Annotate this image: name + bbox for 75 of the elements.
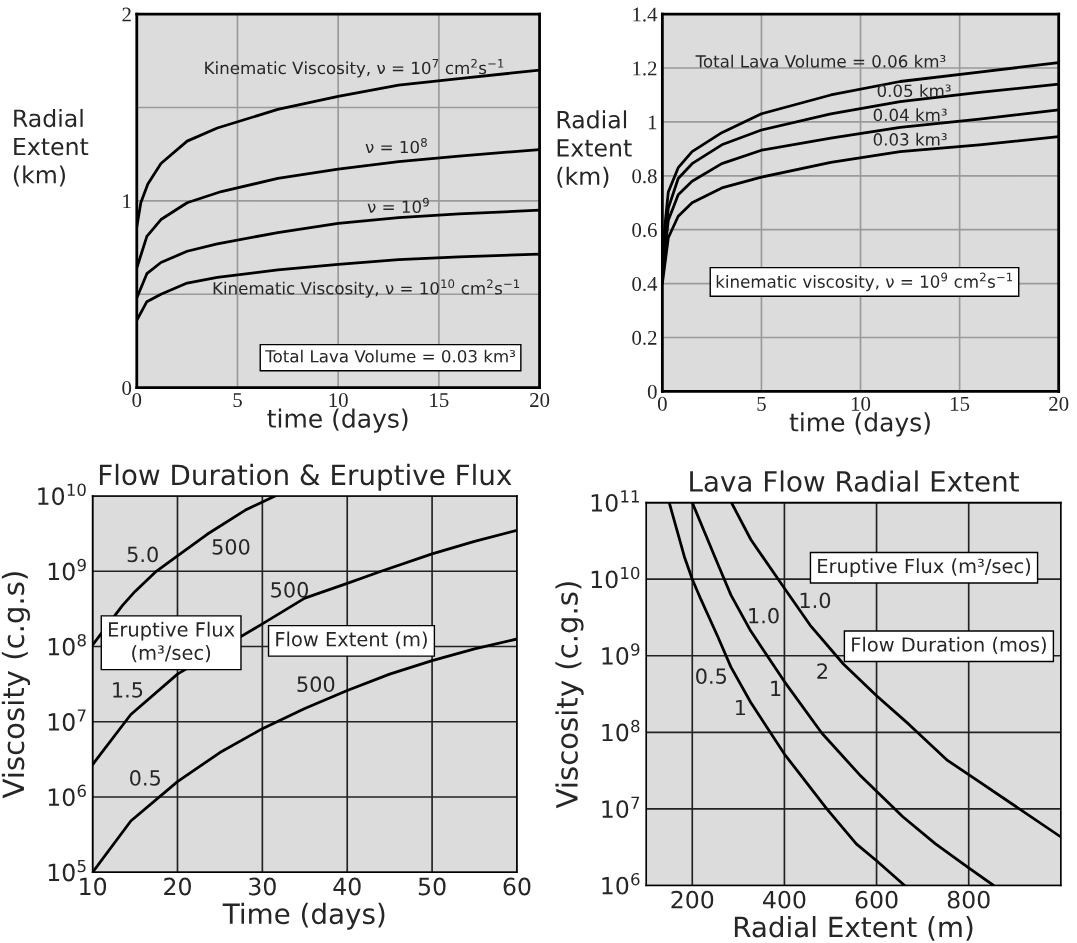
annotation: 5.0	[127, 546, 158, 563]
y-tick-label: 10$^{6}$	[602, 872, 640, 895]
x-tick-label: 20	[164, 877, 191, 896]
x-tick-label: 0	[132, 393, 142, 408]
y-tick-label: 10$^{8}$	[602, 719, 640, 742]
x-axis-title: Time (days)	[222, 902, 385, 930]
y-tick-label: 0.4	[632, 276, 658, 292]
y-tick-label: 0.6	[632, 223, 657, 238]
y-tick-label: 10$^{10}$	[38, 483, 86, 506]
y-tick-label: 1	[648, 115, 657, 130]
annotation: 500	[212, 538, 250, 555]
chart-title: Flow Duration & Eruptive Flux	[99, 463, 512, 491]
x-axis-title: time (days)	[789, 412, 930, 437]
x-tick-label: 10	[329, 393, 348, 408]
x-tick-label: 10	[851, 396, 871, 411]
annotation: Flow Extent (m)	[276, 631, 427, 649]
annotation: 0.04 km³	[873, 108, 947, 122]
annotation: 0.5	[696, 668, 727, 685]
y-axis-title: Radial Extent (km)	[13, 108, 89, 187]
annotation: 500	[271, 581, 309, 598]
annotation: kinematic viscosity, ν = 10$^{9}$ cm$^{2}$s$^{−1}$	[716, 272, 1013, 292]
annotation: 1	[735, 699, 746, 716]
y-tick-label: 10$^{7}$	[602, 796, 640, 819]
x-tick-label: 5	[233, 393, 242, 408]
y-tick-label: 1.2	[633, 61, 657, 76]
annotation: Flow Duration (mos)	[852, 636, 1046, 655]
x-tick-label: 800	[947, 890, 990, 909]
x-tick-label: 15	[430, 393, 449, 408]
annotation: ν = 10$^{9}$	[367, 197, 429, 214]
x-axis-title: Radial Extent (m)	[734, 915, 973, 941]
annotation: 0.5	[130, 770, 160, 786]
y-axis-title: Viscosity (c.g.s)	[555, 582, 584, 809]
y-tick-label: 10$^{11}$	[591, 490, 639, 512]
y-tick-label: 10$^{6}$	[48, 784, 86, 807]
annotation: 1.5	[113, 682, 143, 698]
x-tick-label: 400	[763, 890, 806, 909]
annotation: Total Lava Volume = 0.03 km³	[265, 349, 516, 363]
y-tick-label: 0	[122, 380, 132, 396]
chart-title: Lava Flow Radial Extent	[690, 470, 1019, 492]
annotation: Eruptive Flux (m³/sec)	[818, 558, 1031, 578]
x-tick-label: 50	[418, 877, 446, 896]
y-tick-label: 2	[122, 7, 131, 22]
annotation: Eruptive Flux (m³/sec)	[109, 621, 235, 663]
x-tick-label: 20	[1049, 396, 1069, 411]
annotation: 1.0	[800, 592, 831, 609]
annotation: Kinematic Viscosity, ν = 10$^{7}$ cm$^{2}$s$^{−1}$	[205, 58, 504, 78]
x-tick-label: 200	[671, 890, 714, 909]
annotation: ν = 10$^{8}$	[365, 138, 427, 154]
y-tick-label: 10$^{8}$	[48, 634, 86, 656]
y-tick-label: 10$^{10}$	[591, 566, 640, 589]
y-tick-label: 10$^{9}$	[602, 643, 640, 665]
annotation: 1	[771, 680, 781, 696]
x-tick-label: 40	[333, 877, 361, 896]
x-tick-label: 20	[530, 393, 550, 408]
x-tick-label: 60	[503, 877, 531, 896]
y-tick-label: 1	[123, 194, 131, 209]
annotation: 0.03 km³	[873, 132, 947, 146]
annotation: 1.0	[749, 607, 779, 624]
annotation: Kinematic Viscosity, ν = 10$^{10}$ cm$^{2}$s$^{−1}$	[213, 279, 520, 298]
y-tick-label: 10$^{9}$	[48, 558, 86, 581]
x-tick-label: 30	[249, 877, 276, 896]
annotation: Total Lava Volume = 0.06 km³	[695, 54, 946, 68]
x-tick-label: 600	[855, 890, 898, 909]
x-axis-title: time (days)	[267, 408, 408, 433]
y-tick-label: 1.4	[633, 7, 658, 22]
x-tick-label: 15	[951, 396, 970, 411]
y-axis-title: Viscosity (c.g.s)	[1, 572, 31, 799]
y-axis-title: Radial Extent (km)	[557, 110, 632, 188]
y-tick-label: 10$^{7}$	[48, 709, 86, 731]
y-tick-label: 0.8	[632, 169, 657, 184]
y-tick-label: 0.2	[632, 330, 657, 345]
annotation: 2	[817, 663, 827, 679]
annotation: 0.05 km³	[877, 84, 951, 98]
x-tick-label: 5	[757, 397, 766, 411]
annotation: 500	[297, 676, 335, 693]
